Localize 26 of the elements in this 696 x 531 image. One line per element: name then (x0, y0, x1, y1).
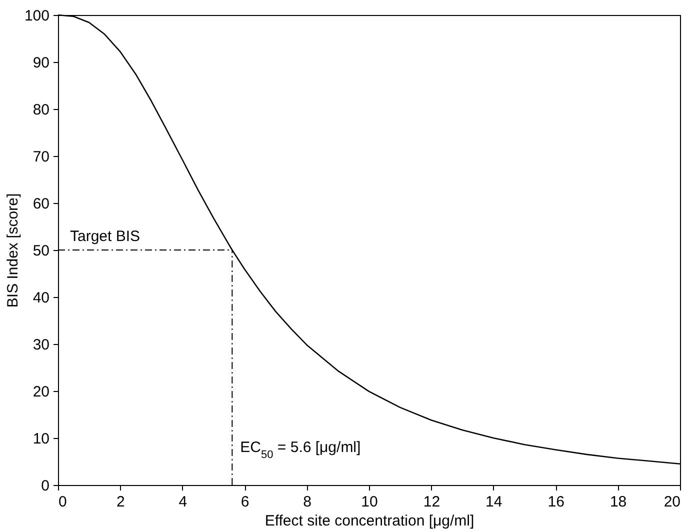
x-tick-label: 18 (610, 494, 627, 510)
y-tick-label: 70 (32, 148, 50, 166)
y-tick-label: 10 (32, 430, 50, 448)
y-axis-title: BIS Index [score] (4, 193, 22, 308)
ref-line-label: Target BIS (70, 228, 140, 245)
y-tick-label: 0 (41, 478, 50, 494)
x-tick-label: 16 (548, 494, 564, 510)
x-tick-label: 14 (486, 494, 502, 510)
y-tick-label: 100 (24, 8, 50, 24)
y-tick-label: 60 (32, 196, 50, 212)
y-tick-label: 80 (32, 102, 50, 118)
y-tick-label: 40 (32, 290, 50, 306)
x-tick-label: 20 (664, 494, 680, 510)
x-tick-label: 2 (116, 494, 125, 510)
y-tick-label: 20 (32, 384, 50, 400)
x-tick-label: 10 (361, 494, 378, 510)
x-axis-title: Effect site concentration [μg/ml] (264, 512, 474, 530)
y-tick-label: 50 (32, 242, 50, 260)
y-tick-label: 90 (32, 54, 50, 72)
y-tick-label: 30 (32, 336, 50, 354)
x-tick-label: 12 (423, 494, 440, 510)
x-tick-label: 6 (240, 494, 250, 510)
x-tick-label: 0 (58, 494, 67, 510)
x-tick-label: 4 (178, 494, 188, 510)
ref-line-label: EC$_{50}$ = 5.6 [μg/ml] (240, 439, 361, 461)
x-tick-label: 8 (303, 494, 312, 510)
